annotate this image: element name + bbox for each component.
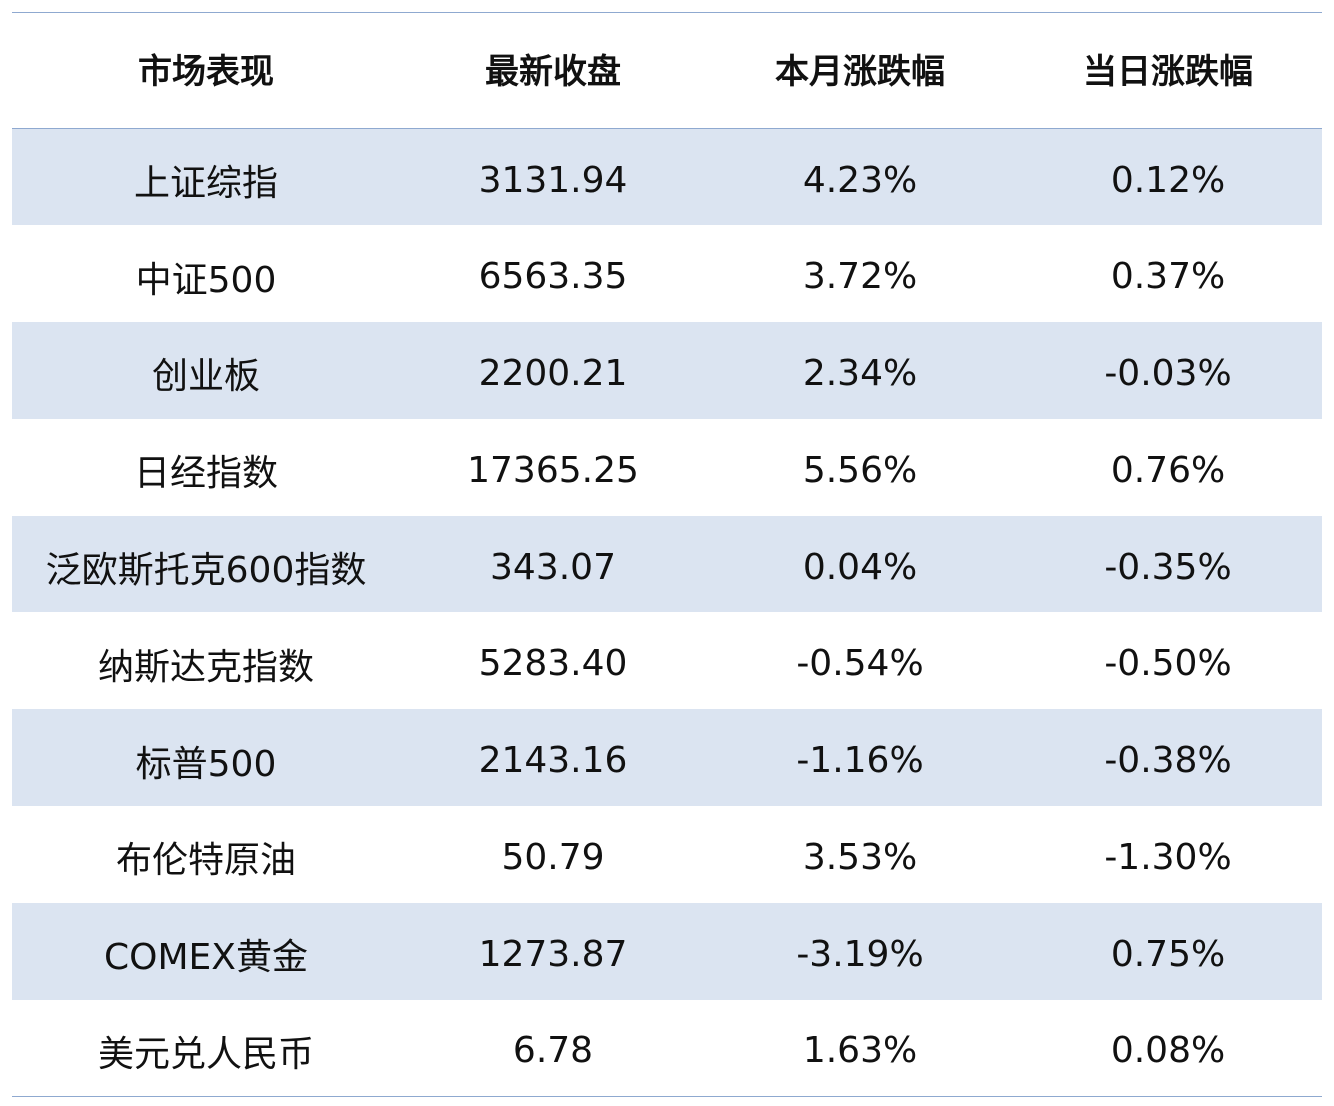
cell-monthly-change: -1.16% <box>706 709 1014 807</box>
cell-latest-close: 2143.16 <box>400 709 706 807</box>
table-row: 布伦特原油 50.79 3.53% -1.30% <box>12 806 1322 903</box>
cell-market: 上证综指 <box>12 128 400 226</box>
cell-monthly-change: 2.34% <box>706 322 1014 419</box>
market-performance-table: 市场表现 最新收盘 本月涨跌幅 当日涨跌幅 上证综指 3131.94 4.23%… <box>12 12 1322 1097</box>
cell-monthly-change: 4.23% <box>706 128 1014 226</box>
cell-monthly-change: 3.53% <box>706 806 1014 903</box>
cell-market: 纳斯达克指数 <box>12 612 400 710</box>
cell-daily-change: 0.08% <box>1014 999 1322 1097</box>
cell-latest-close: 50.79 <box>400 806 706 903</box>
cell-monthly-change: -0.54% <box>706 612 1014 710</box>
table-row: 日经指数 17365.25 5.56% 0.76% <box>12 418 1322 516</box>
cell-monthly-change: -3.19% <box>706 902 1014 1000</box>
cell-market: 布伦特原油 <box>12 806 400 903</box>
cell-daily-change: -0.38% <box>1014 709 1322 807</box>
table-row: COMEX黄金 1273.87 -3.19% 0.75% <box>12 902 1322 1000</box>
header-daily-change: 当日涨跌幅 <box>1014 12 1322 129</box>
cell-market: 日经指数 <box>12 418 400 516</box>
table-row: 纳斯达克指数 5283.40 -0.54% -0.50% <box>12 612 1322 710</box>
cell-market: 泛欧斯托克600指数 <box>12 515 400 613</box>
cell-latest-close: 3131.94 <box>400 128 706 226</box>
cell-market: 中证500 <box>12 225 400 323</box>
cell-daily-change: -1.30% <box>1014 806 1322 903</box>
table-row: 上证综指 3131.94 4.23% 0.12% <box>12 128 1322 226</box>
cell-daily-change: 0.75% <box>1014 902 1322 1000</box>
table-row: 美元兑人民币 6.78 1.63% 0.08% <box>12 999 1322 1097</box>
cell-daily-change: 0.37% <box>1014 225 1322 323</box>
cell-latest-close: 343.07 <box>400 515 706 613</box>
cell-monthly-change: 1.63% <box>706 999 1014 1097</box>
market-performance-table-container: 市场表现 最新收盘 本月涨跌幅 当日涨跌幅 上证综指 3131.94 4.23%… <box>12 12 1322 1097</box>
cell-latest-close: 6563.35 <box>400 225 706 323</box>
cell-latest-close: 6.78 <box>400 999 706 1097</box>
cell-daily-change: -0.50% <box>1014 612 1322 710</box>
cell-daily-change: 0.12% <box>1014 128 1322 226</box>
cell-market: 美元兑人民币 <box>12 999 400 1097</box>
header-row: 市场表现 最新收盘 本月涨跌幅 当日涨跌幅 <box>12 12 1322 129</box>
cell-latest-close: 5283.40 <box>400 612 706 710</box>
cell-market: 创业板 <box>12 322 400 419</box>
table-body: 上证综指 3131.94 4.23% 0.12% 中证500 6563.35 3… <box>12 128 1322 1097</box>
cell-daily-change: 0.76% <box>1014 418 1322 516</box>
cell-market: COMEX黄金 <box>12 902 400 1000</box>
cell-monthly-change: 5.56% <box>706 418 1014 516</box>
cell-daily-change: -0.03% <box>1014 322 1322 419</box>
cell-monthly-change: 3.72% <box>706 225 1014 323</box>
table-header: 市场表现 最新收盘 本月涨跌幅 当日涨跌幅 <box>12 12 1322 129</box>
cell-latest-close: 1273.87 <box>400 902 706 1000</box>
header-monthly-change: 本月涨跌幅 <box>706 12 1014 129</box>
table-row: 泛欧斯托克600指数 343.07 0.04% -0.35% <box>12 515 1322 613</box>
cell-market: 标普500 <box>12 709 400 807</box>
cell-latest-close: 17365.25 <box>400 418 706 516</box>
cell-monthly-change: 0.04% <box>706 515 1014 613</box>
cell-daily-change: -0.35% <box>1014 515 1322 613</box>
header-market: 市场表现 <box>12 12 400 129</box>
cell-latest-close: 2200.21 <box>400 322 706 419</box>
header-latest-close: 最新收盘 <box>400 12 706 129</box>
table-row: 中证500 6563.35 3.72% 0.37% <box>12 225 1322 323</box>
table-row: 创业板 2200.21 2.34% -0.03% <box>12 322 1322 419</box>
table-row: 标普500 2143.16 -1.16% -0.38% <box>12 709 1322 807</box>
